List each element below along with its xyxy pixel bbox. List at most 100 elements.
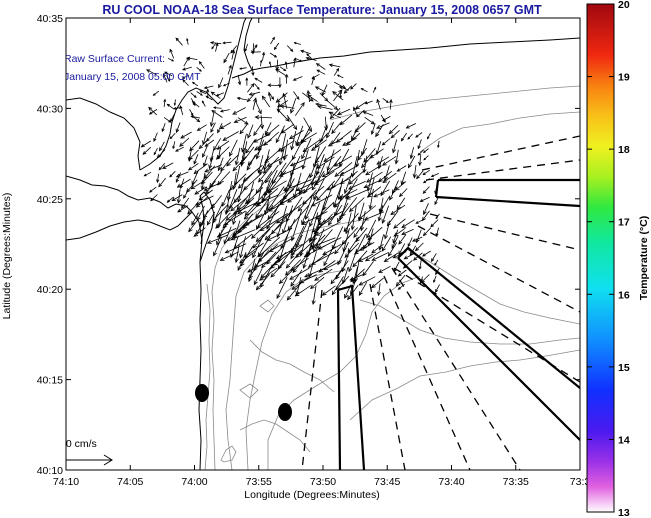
current-vector-head — [175, 178, 180, 183]
current-vector-head — [208, 164, 213, 170]
current-vector — [396, 274, 406, 287]
current-vector-head — [330, 279, 335, 285]
current-vector-head — [321, 291, 327, 296]
current-vector — [235, 147, 241, 165]
current-vector-head — [199, 221, 204, 227]
current-vector-head — [289, 275, 294, 280]
current-vector — [166, 75, 171, 82]
current-vector-head — [182, 79, 186, 83]
current-vector-head — [371, 283, 376, 289]
y-tick-label: 40:35 — [37, 13, 63, 25]
current-vector-head — [310, 284, 315, 290]
current-vector — [431, 253, 437, 262]
current-vector — [268, 170, 287, 194]
current-vector-head — [283, 68, 287, 72]
current-vector — [304, 268, 325, 278]
current-vector-head — [335, 138, 341, 143]
current-vector — [183, 188, 190, 199]
current-vector-head — [333, 162, 339, 167]
current-vector-head — [371, 257, 377, 261]
contour — [204, 283, 211, 470]
current-vector-head — [323, 157, 329, 163]
current-vector — [196, 91, 203, 96]
contour — [220, 445, 237, 463]
current-vector-head — [331, 290, 336, 296]
current-vector-head — [333, 203, 339, 208]
current-vector — [351, 205, 357, 230]
current-vector — [284, 170, 294, 193]
inlet-shore — [66, 97, 141, 171]
current-vector-head — [175, 173, 181, 178]
current-vector — [355, 227, 368, 242]
current-vector — [253, 133, 271, 143]
current-vector-head — [156, 179, 160, 184]
current-vector — [311, 217, 333, 233]
current-vector — [312, 221, 320, 249]
current-vector — [192, 101, 200, 108]
current-vector-head — [186, 37, 189, 41]
current-vector — [283, 179, 312, 191]
current-vector-head — [270, 272, 275, 278]
current-vector — [291, 130, 297, 150]
current-vector-head — [298, 189, 303, 195]
current-vector — [218, 77, 224, 88]
current-vector-head — [434, 262, 437, 266]
current-vector — [311, 163, 319, 186]
current-vector — [348, 180, 366, 190]
current-vector-head — [407, 163, 412, 169]
current-vector — [210, 114, 214, 127]
current-vector — [401, 228, 414, 235]
current-vector-head — [310, 146, 316, 151]
current-vector-head — [209, 41, 214, 45]
current-vector — [213, 237, 223, 256]
current-vector — [202, 100, 206, 107]
current-vector-head — [331, 129, 336, 135]
current-vector — [206, 133, 214, 142]
current-vector-head — [268, 207, 273, 212]
current-vector — [331, 132, 341, 145]
current-vector — [437, 140, 440, 148]
current-vector — [315, 221, 341, 236]
current-vector-head — [166, 199, 170, 203]
current-vector-head — [232, 210, 238, 215]
current-vector-head — [225, 216, 231, 221]
contour — [359, 299, 580, 345]
current-vector — [267, 154, 288, 167]
current-vector — [179, 105, 184, 116]
current-vector-head — [267, 83, 272, 87]
current-vector-head — [211, 46, 214, 50]
current-vector — [331, 276, 344, 295]
current-vector — [180, 131, 192, 139]
current-vector-head — [280, 170, 285, 176]
current-label-line2: January 15, 2008 05:00 GMT — [64, 71, 201, 83]
current-vector-head — [309, 97, 314, 102]
current-vector — [222, 131, 239, 141]
current-vector — [167, 196, 175, 203]
current-vector-head — [193, 232, 199, 237]
current-vector — [298, 173, 311, 194]
current-vector — [223, 82, 230, 87]
current-vector-head — [213, 106, 217, 110]
current-vector — [407, 237, 413, 247]
current-vector-head — [377, 291, 381, 297]
current-vector — [382, 172, 397, 183]
current-vector-head — [296, 96, 300, 100]
current-vector — [369, 188, 374, 209]
current-vector-head — [343, 227, 348, 233]
current-vector — [360, 211, 366, 231]
y-tick-label: 40:30 — [37, 103, 63, 115]
y-tick-label: 40:20 — [37, 284, 63, 296]
current-vector-head — [259, 276, 264, 281]
current-vector-head — [169, 48, 173, 53]
current-vector — [245, 139, 256, 154]
contour — [239, 419, 311, 453]
current-vector-head — [338, 86, 343, 90]
current-vector — [359, 242, 375, 251]
current-vector-head — [179, 185, 184, 190]
current-vector — [277, 100, 289, 108]
current-vector — [340, 114, 353, 125]
current-vector-head — [360, 163, 366, 169]
current-vector-head — [254, 115, 260, 120]
current-vector — [259, 267, 278, 281]
current-vector — [300, 274, 317, 284]
